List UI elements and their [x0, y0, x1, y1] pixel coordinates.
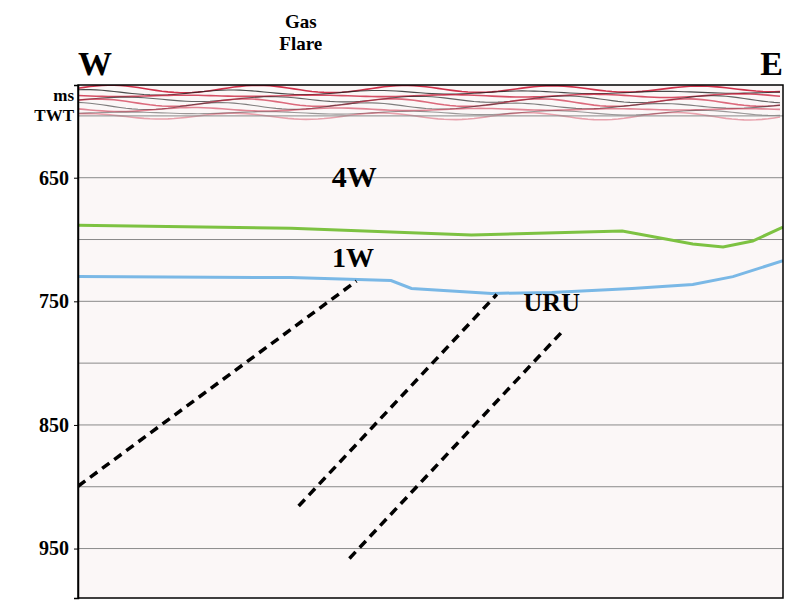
- y-tick: 950: [39, 537, 78, 559]
- y-tick: 750: [39, 290, 78, 312]
- plot-background: [78, 85, 783, 598]
- y-tick: 850: [39, 414, 78, 436]
- y-axis-line: [74, 86, 79, 599]
- seabed-stripe: [78, 90, 780, 95]
- grid-line: [78, 301, 783, 302]
- tick-label: 750: [39, 290, 69, 312]
- grid-line: [78, 486, 783, 487]
- tick-mark: [74, 178, 78, 179]
- seabed-stripe: [78, 108, 780, 112]
- tick-mark: [74, 301, 78, 302]
- tick-label: 950: [39, 537, 69, 559]
- horizon-line: [78, 261, 783, 294]
- fault-line: [299, 294, 497, 506]
- fault-line: [349, 330, 563, 558]
- annotation: URU: [524, 288, 581, 317]
- header-label: GasFlare: [279, 11, 322, 54]
- tick-label: 650: [39, 167, 69, 189]
- tick-mark: [74, 549, 78, 550]
- header-label: E: [760, 45, 783, 82]
- horizon-line: [78, 225, 783, 247]
- seabed-stripe: [78, 99, 780, 107]
- seabed-texture: [78, 85, 780, 120]
- grid-line: [78, 177, 783, 178]
- tick-label: 850: [39, 414, 69, 436]
- y-axis: 650 750 850 950: [39, 86, 79, 599]
- plot-frame: [78, 85, 783, 598]
- fault-line: [78, 281, 356, 486]
- grid-line: [78, 363, 783, 364]
- chart: 650 750 850 950 msTWTW GasFlare E 4W 1W URU: [0, 0, 791, 605]
- annotation: 1W: [332, 242, 374, 273]
- plot-area: [78, 85, 783, 558]
- y-axis-title: msTWT: [34, 86, 74, 125]
- grid-line: [78, 548, 783, 549]
- grid-line: [78, 424, 783, 425]
- tick-mark: [74, 425, 78, 426]
- y-tick: 650: [39, 167, 78, 189]
- grid-line: [78, 115, 783, 116]
- header-label: W: [78, 45, 112, 82]
- annotation: 4W: [332, 160, 377, 193]
- grid: [78, 116, 783, 549]
